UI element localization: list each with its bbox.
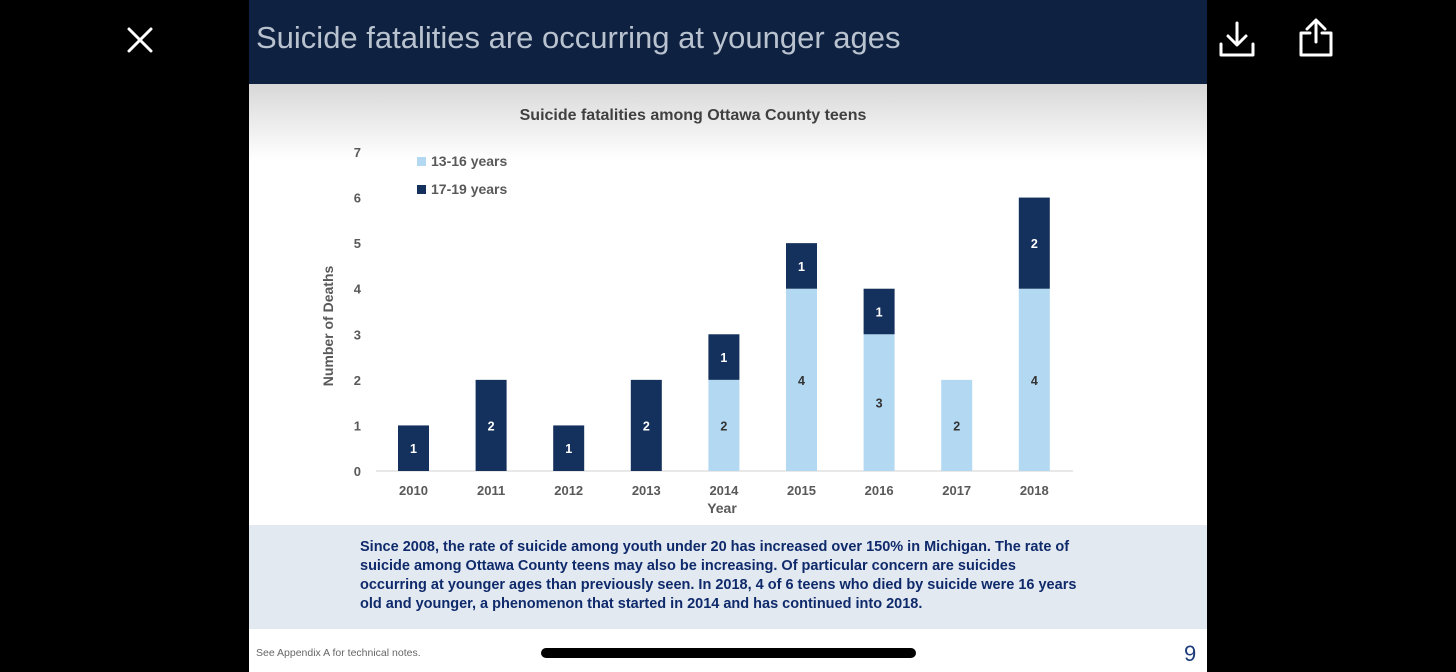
- bar-value-label: 1: [565, 442, 572, 456]
- home-indicator[interactable]: [541, 648, 916, 658]
- bar-2015-series-1: [786, 288, 817, 471]
- y-tick-label: 1: [354, 418, 361, 433]
- bar-2013-series-2: [630, 379, 662, 471]
- share-button[interactable]: [1295, 16, 1337, 60]
- note-text: Since 2008, the rate of suicide among yo…: [360, 539, 1077, 612]
- x-axis-title: Year: [707, 500, 737, 516]
- slide-title: Suicide fatalities are occurring at youn…: [256, 20, 901, 55]
- note-box: Since 2008, the rate of suicide among yo…: [249, 525, 1207, 629]
- bar-2015-series-2: [786, 243, 817, 289]
- chart-title: Suicide fatalities among Ottawa County t…: [520, 107, 867, 124]
- bar-chart: Suicide fatalities among Ottawa County t…: [320, 107, 1073, 516]
- y-tick-label: 7: [354, 145, 361, 160]
- bar-2016-series-1: [863, 334, 895, 471]
- footer-note: See Appendix A for technical notes.: [256, 647, 421, 659]
- bar-2018-series-1: [1018, 288, 1050, 471]
- download-icon: [1219, 21, 1255, 57]
- bar-2014-series-1: [708, 379, 740, 471]
- y-tick-label: 0: [354, 464, 361, 479]
- bar-value-label: 2: [488, 419, 495, 433]
- chart-background-band: [249, 84, 1207, 160]
- bar-value-label: 4: [1031, 374, 1038, 388]
- y-tick-label: 2: [354, 373, 361, 388]
- bar-value-label: 2: [953, 419, 960, 433]
- bar-value-label: 2: [643, 419, 650, 433]
- y-tick-label: 3: [354, 327, 361, 342]
- legend-label: 17-19 years: [431, 181, 508, 197]
- slide-header: Suicide fatalities are occurring at youn…: [249, 0, 1207, 84]
- y-axis-title: Number of Deaths: [320, 266, 336, 387]
- y-tick-label: 4: [354, 282, 362, 297]
- y-tick-label: 6: [354, 191, 361, 206]
- bar-value-label: 1: [798, 260, 805, 274]
- legend-swatch: [417, 185, 426, 194]
- chart-legend: 13-16 years 17-19 years: [417, 153, 508, 197]
- bar-2017-series-1: [941, 379, 973, 471]
- bar-2018-series-2: [1018, 197, 1050, 289]
- x-tick-label: 2017: [942, 483, 971, 498]
- bar-2012-series-2: [553, 425, 585, 471]
- bar-value-label: 1: [410, 442, 417, 456]
- x-tick-label: 2011: [477, 483, 505, 498]
- bar-2014-series-2: [708, 334, 740, 380]
- bar-value-label: 4: [798, 374, 805, 388]
- slide: Suicide fatalities are occurring at youn…: [249, 0, 1207, 672]
- x-tick-label: 2016: [865, 483, 894, 498]
- legend-swatch: [417, 157, 426, 166]
- share-icon: [1299, 18, 1333, 57]
- x-tick-label: 2018: [1020, 483, 1049, 498]
- bar-value-label: 1: [876, 306, 883, 320]
- close-icon: [127, 27, 153, 53]
- download-button[interactable]: [1216, 18, 1258, 60]
- bar-value-label: 2: [1031, 237, 1038, 251]
- bar-value-label: 3: [876, 397, 883, 411]
- page-number: 9: [1184, 641, 1197, 666]
- close-button[interactable]: [120, 20, 160, 60]
- x-tick-label: 2015: [787, 483, 816, 498]
- legend-label: 13-16 years: [431, 153, 508, 169]
- bar-2010-series-2: [398, 425, 429, 471]
- y-tick-label: 5: [354, 236, 361, 251]
- bar-2011-series-2: [475, 379, 507, 471]
- bar-value-label: 1: [720, 351, 727, 365]
- x-tick-label: 2013: [632, 483, 661, 498]
- x-tick-label: 2010: [399, 483, 428, 498]
- x-tick-label: 2012: [554, 483, 583, 498]
- bar-2016-series-2: [863, 288, 895, 335]
- bar-value-label: 2: [720, 419, 727, 433]
- x-tick-label: 2014: [709, 483, 739, 498]
